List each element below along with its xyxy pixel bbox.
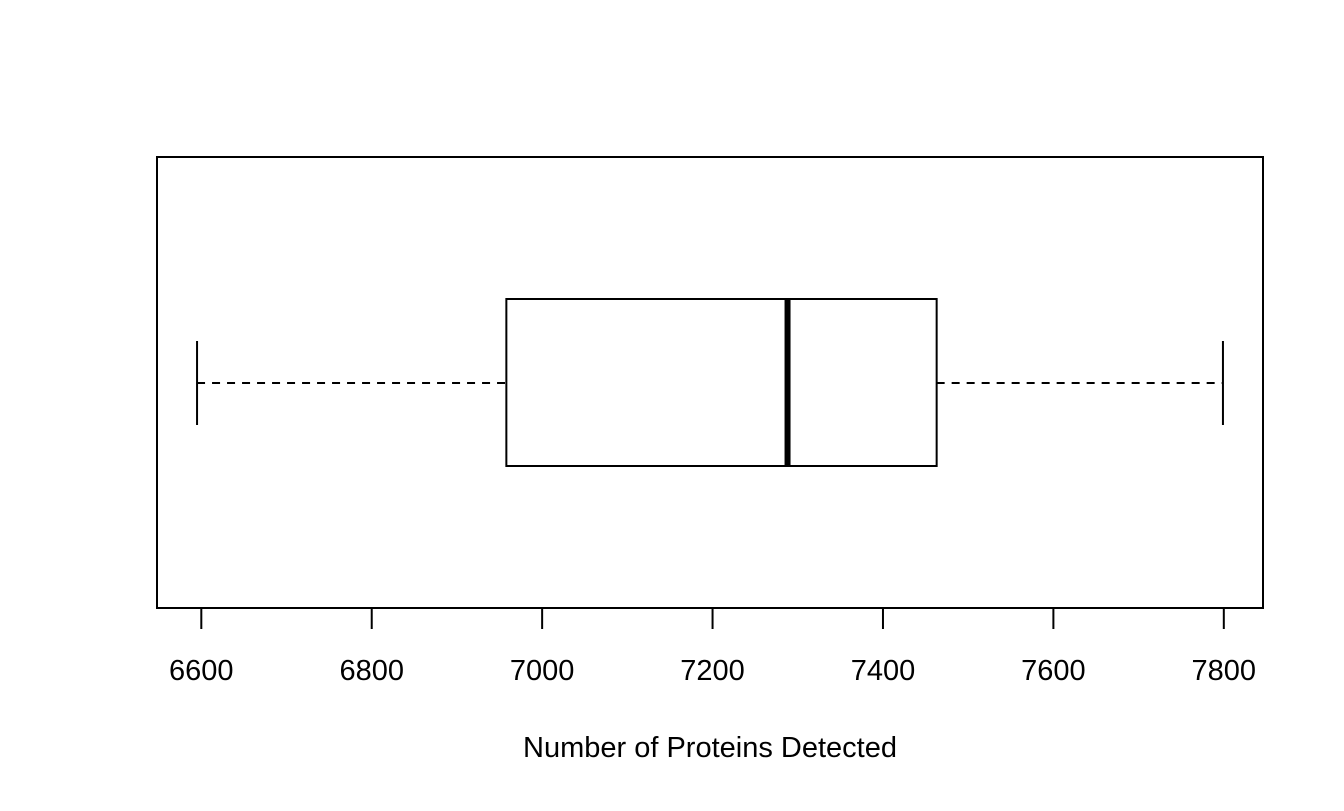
- x-tick-label: 7000: [510, 655, 575, 687]
- x-tick-label: 6800: [339, 655, 404, 687]
- x-tick-label: 7800: [1192, 655, 1257, 687]
- x-axis-label: Number of Proteins Detected: [523, 732, 897, 764]
- x-tick-label: 7400: [851, 655, 916, 687]
- box-group: [196, 298, 1224, 467]
- iqr-box: [505, 298, 938, 467]
- x-tick-label: 6600: [169, 655, 234, 687]
- x-tick-label: 7200: [680, 655, 745, 687]
- x-tick-label: 7600: [1021, 655, 1086, 687]
- x-axis: 6600 6800 7000 7200 7400 7600 7800: [169, 607, 1257, 687]
